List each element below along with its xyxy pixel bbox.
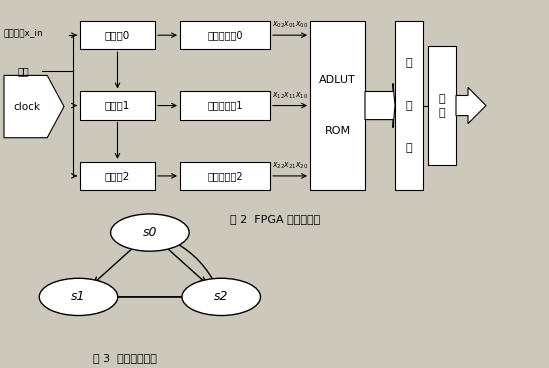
Text: 寄存器1: 寄存器1 (105, 100, 130, 110)
Text: 复位: 复位 (18, 66, 30, 77)
Text: 图 2  FPGA 算法结构图: 图 2 FPGA 算法结构图 (230, 214, 320, 224)
Text: 寄存器0: 寄存器0 (105, 30, 130, 40)
Text: 出: 出 (439, 107, 445, 118)
Bar (180, 162, 270, 190)
Text: 累: 累 (406, 59, 412, 68)
Text: 器: 器 (406, 143, 412, 153)
Text: $x_{02}x_{01}x_{00}$: $x_{02}x_{01}x_{00}$ (272, 20, 309, 30)
Bar (80, 21, 155, 49)
Text: 移位寄存器1: 移位寄存器1 (208, 100, 243, 110)
Bar (395, 21, 423, 190)
Text: s0: s0 (143, 226, 157, 239)
Bar (80, 92, 155, 120)
Text: 移位寄存器2: 移位寄存器2 (207, 171, 243, 181)
Text: ADLUT: ADLUT (319, 75, 356, 85)
Text: ROM: ROM (324, 126, 351, 136)
Polygon shape (4, 75, 64, 138)
Circle shape (182, 278, 260, 315)
Polygon shape (365, 84, 395, 128)
Bar (428, 46, 456, 164)
Bar (180, 21, 270, 49)
Text: 加: 加 (406, 100, 412, 110)
Text: 移位寄存器0: 移位寄存器0 (208, 30, 243, 40)
Text: s2: s2 (214, 290, 228, 303)
Text: 输: 输 (439, 93, 445, 103)
Text: clock: clock (13, 102, 40, 112)
Text: $x_{12}x_{11}x_{10}$: $x_{12}x_{11}x_{10}$ (272, 90, 309, 100)
Bar (310, 21, 365, 190)
Bar (180, 92, 270, 120)
Text: s1: s1 (71, 290, 86, 303)
Circle shape (40, 278, 118, 315)
Text: 数据输入x_in: 数据输入x_in (4, 28, 44, 37)
Polygon shape (456, 88, 486, 124)
Circle shape (111, 214, 189, 251)
Bar (80, 162, 155, 190)
Text: $x_{22}x_{21}x_{20}$: $x_{22}x_{21}x_{20}$ (272, 160, 309, 171)
Text: 寄存器2: 寄存器2 (105, 171, 130, 181)
Text: 图 3  状态机的实现: 图 3 状态机的实现 (93, 353, 157, 363)
